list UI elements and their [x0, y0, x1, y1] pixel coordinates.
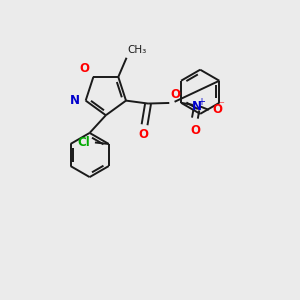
- Text: O: O: [138, 128, 148, 141]
- Text: O: O: [170, 88, 180, 100]
- Text: O: O: [80, 62, 90, 75]
- Text: ⁻: ⁻: [218, 100, 224, 110]
- Text: O: O: [190, 124, 200, 137]
- Text: CH₃: CH₃: [127, 45, 146, 55]
- Text: N: N: [191, 100, 201, 113]
- Text: N: N: [70, 94, 80, 107]
- Text: +: +: [197, 97, 206, 107]
- Text: O: O: [213, 103, 223, 116]
- Text: Cl: Cl: [78, 136, 91, 149]
